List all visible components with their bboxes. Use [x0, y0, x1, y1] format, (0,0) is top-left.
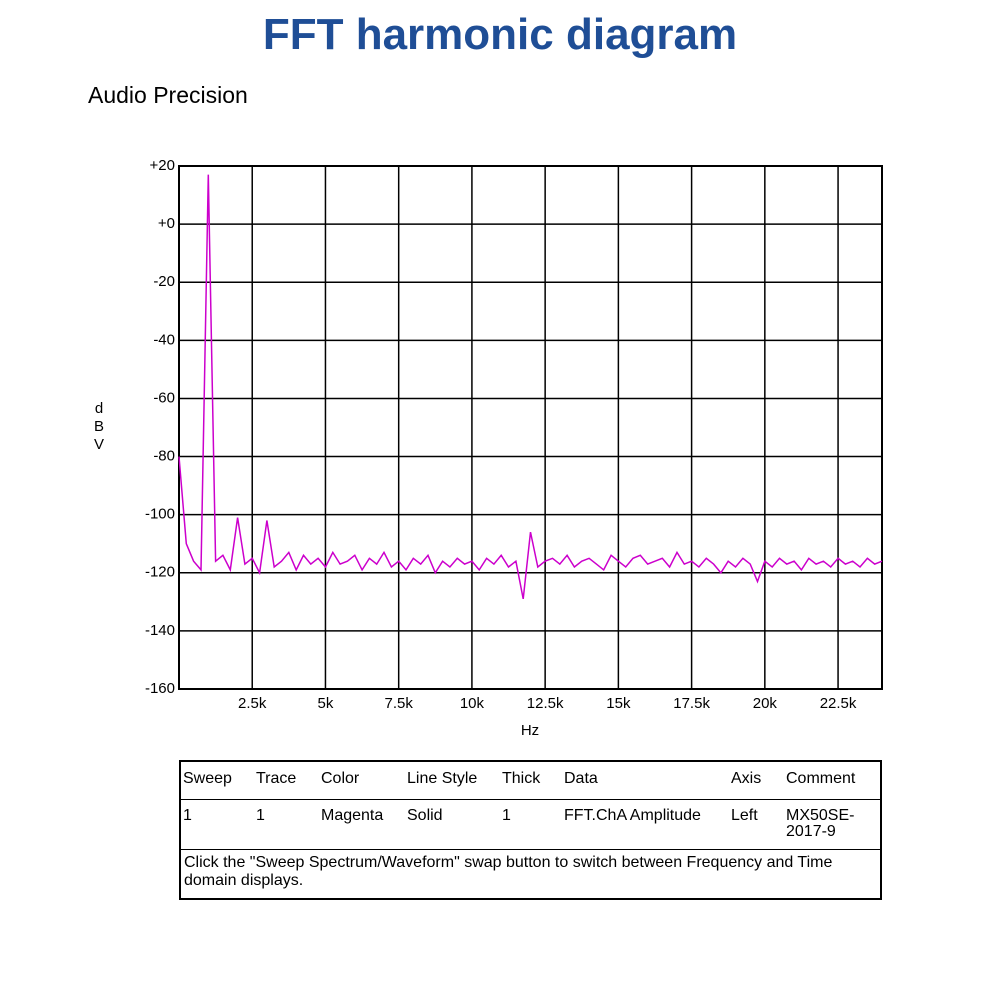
- table-header: Thick: [502, 770, 541, 787]
- table-header-row: Sweep Trace Color Line Style Thick Data Axis Co…: [181, 762, 880, 800]
- y-tick-label: -80: [153, 448, 175, 465]
- x-tick-label: 22.5k: [820, 695, 857, 712]
- y-axis-label: dBV: [91, 400, 108, 454]
- y-tick-label: -120: [145, 564, 175, 581]
- y-tick-label: -160: [145, 680, 175, 697]
- table-header: Sweep: [183, 770, 232, 787]
- x-tick-label: 5k: [318, 695, 334, 712]
- plot-frame: [178, 165, 883, 690]
- table-cell: MX50SE-2017-9: [786, 807, 855, 840]
- table-header: Line Style: [407, 770, 478, 787]
- x-axis-label: Hz: [521, 722, 539, 739]
- table-header: Color: [321, 770, 360, 787]
- chart: Hz dBV +20 +0 -20 -40 -60 -80 -100 -120 -140 -160…: [91, 157, 883, 739]
- y-tick-label: -60: [153, 389, 175, 406]
- x-tick-label: 20k: [753, 695, 778, 712]
- y-tick-label: -40: [153, 331, 175, 348]
- table-cell: FFT.ChA Amplitude: [564, 807, 701, 824]
- x-tick-label: 15k: [606, 695, 631, 712]
- series-line: [178, 174, 883, 600]
- table-cell: 1: [256, 807, 265, 824]
- table-header: Comment: [786, 770, 856, 787]
- y-tick-label: -100: [145, 506, 175, 523]
- table-cell: Solid: [407, 807, 443, 824]
- y-tick-label: +20: [150, 157, 175, 174]
- table-header: Trace: [256, 770, 297, 787]
- x-tick-label: 17.5k: [673, 695, 710, 712]
- y-tick-label: -140: [145, 622, 175, 639]
- table-cell: Left: [731, 807, 758, 824]
- table-row: 1 1 Magenta Solid 1 FFT.ChA Amplitude Left MX50…: [181, 799, 880, 850]
- table-note: Click the "Sweep Spectrum/Waveform" swap…: [184, 854, 833, 889]
- page-title: FFT harmonic diagram: [262, 10, 738, 59]
- table-header: Data: [564, 770, 598, 787]
- table-cell: Magenta: [321, 807, 384, 824]
- x-tick-label: 7.5k: [385, 695, 414, 712]
- table-cell: 1: [183, 807, 192, 824]
- table-cell: 1: [502, 807, 511, 824]
- chart-subtitle: Audio Precision: [88, 82, 248, 108]
- x-tick-label: 10k: [460, 695, 485, 712]
- y-tick-label: +0: [158, 215, 175, 232]
- table-header: Axis: [731, 770, 762, 787]
- x-tick-label: 12.5k: [527, 695, 564, 712]
- legend-table: Sweep Trace Color Line Style Thick Data Axis Co…: [179, 760, 882, 900]
- x-tick-label: 2.5k: [238, 695, 267, 712]
- y-tick-label: -20: [153, 273, 175, 290]
